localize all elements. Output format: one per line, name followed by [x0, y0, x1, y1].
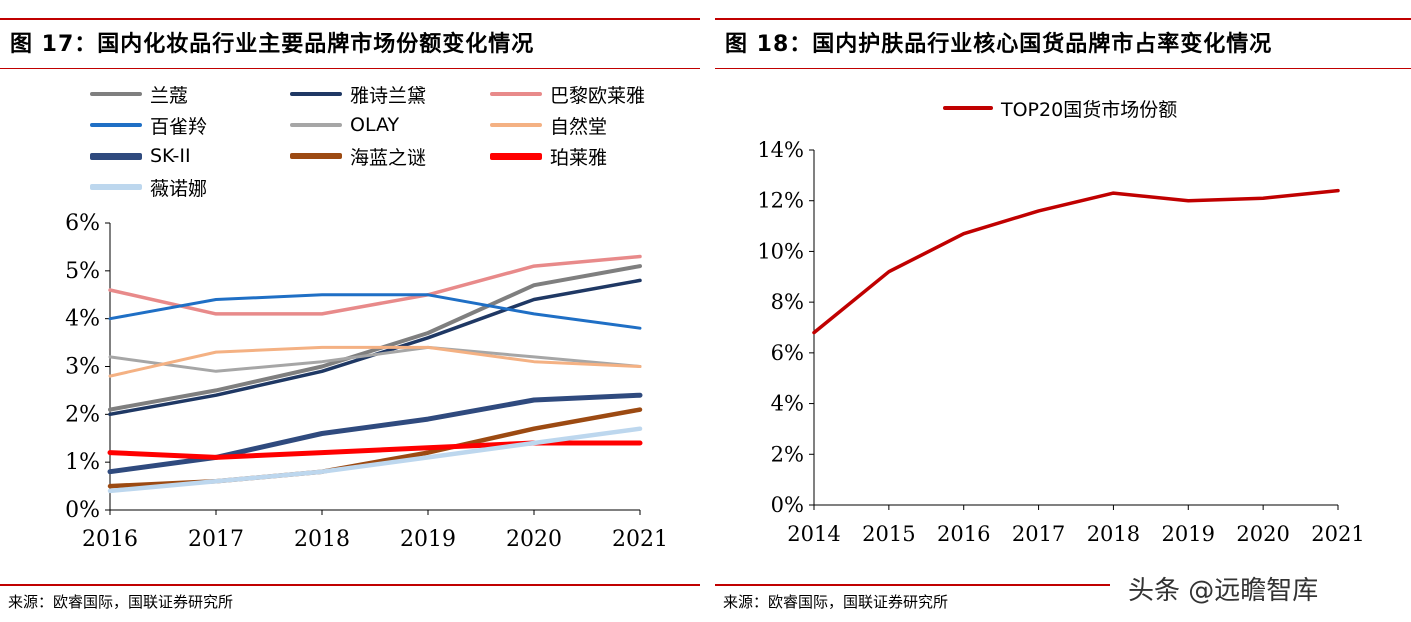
- y-tick-label: 5%: [65, 259, 100, 284]
- legend-item: 百雀羚: [90, 112, 207, 138]
- legend-label: 雅诗兰黛: [350, 84, 427, 107]
- x-tick-label: 2018: [1087, 522, 1140, 546]
- y-tick-label: 6%: [771, 341, 804, 365]
- legend-item: SK-II: [90, 143, 191, 169]
- legend-swatch: [90, 123, 142, 127]
- right-line-chart: 0% 2% 4% 6% 8% 10% 12% 14% 2014 2015 2016 2017 2018 2…: [757, 138, 1364, 546]
- y-tick-label: 8%: [771, 290, 804, 314]
- left-chart-panel: 图 17：国内化妆品行业主要品牌市场份额变化情况 兰蔻 雅诗兰黛 巴黎欧莱雅百雀羚 O…: [0, 0, 700, 622]
- right-bottom-rule: [715, 584, 1411, 586]
- legend-swatch: [943, 106, 993, 110]
- series-line-1: [108, 264, 642, 412]
- legend-label: SK-II: [150, 145, 191, 167]
- x-tick-label: 2014: [787, 522, 840, 546]
- legend-item: 巴黎欧莱雅: [490, 81, 645, 107]
- legend-label: 自然堂: [550, 115, 608, 138]
- series-line-4: [108, 293, 642, 330]
- legend-item: 薇诺娜: [90, 174, 207, 200]
- legend-swatch: [90, 152, 142, 160]
- legend-swatch: [90, 184, 142, 190]
- y-tick-label: 2%: [65, 402, 100, 427]
- series-line-10: [107, 426, 643, 494]
- right-source-note: 来源：欧睿国际，国联证券研究所: [723, 593, 949, 611]
- series-line-1: [812, 188, 1340, 335]
- y-tick-label: 10%: [757, 239, 804, 263]
- x-tick-label: 2020: [1236, 522, 1289, 546]
- legend-item: 珀莱雅: [490, 143, 607, 169]
- legend-item: 雅诗兰黛: [290, 81, 426, 107]
- y-tick-label: 1%: [65, 450, 100, 475]
- legend-swatch: [90, 92, 142, 96]
- x-tick-label: 2016: [937, 522, 990, 546]
- series-line-9: [107, 440, 643, 460]
- right-top-rule: [715, 18, 1411, 20]
- legend-label: 巴黎欧莱雅: [550, 84, 646, 107]
- legend-item: 自然堂: [490, 112, 607, 138]
- x-tick-label: 2019: [1162, 522, 1215, 546]
- y-tick-label: 4%: [65, 307, 100, 332]
- left-top-rule: [0, 18, 700, 20]
- left-chart-title: 图 17：国内化妆品行业主要品牌市场份额变化情况: [10, 32, 535, 57]
- left-source-note: 来源：欧睿国际，国联证券研究所: [8, 593, 234, 611]
- right-chart-panel: 图 18：国内护肤品行业核心国货品牌市占率变化情况 TOP20国货市场份额 0%…: [715, 0, 1411, 622]
- right-title-rule: [715, 68, 1411, 69]
- legend-swatch: [290, 123, 342, 127]
- legend-label: 珀莱雅: [550, 146, 608, 169]
- series-line-5: [108, 345, 642, 373]
- y-tick-label: 0%: [65, 498, 100, 523]
- legend-label: 薇诺娜: [150, 177, 208, 200]
- x-tick-label: 2016: [82, 527, 138, 552]
- left-line-chart: 0% 1% 2% 3% 4% 5% 6% 2016 2017 2018 2019 2020 2021: [65, 211, 668, 552]
- x-tick-label: 2019: [400, 527, 456, 552]
- x-tick-label: 2018: [294, 527, 350, 552]
- legend-label: OLAY: [350, 114, 400, 136]
- legend-swatch: [490, 123, 542, 127]
- series-line-7: [107, 392, 643, 475]
- left-title-rule: [0, 68, 700, 69]
- legend-item: TOP20国货市场份额: [943, 95, 1177, 121]
- legend-swatch: [290, 92, 342, 96]
- legend-item: 兰蔻: [90, 81, 188, 107]
- y-tick-label: 3%: [65, 355, 100, 380]
- legend-label: TOP20国货市场份额: [1001, 98, 1178, 121]
- legend-item: 海蓝之谜: [290, 143, 426, 169]
- legend-swatch: [290, 153, 342, 159]
- y-tick-label: 2%: [771, 442, 804, 466]
- legend-label: 海蓝之谜: [350, 146, 427, 169]
- y-tick-label: 0%: [771, 493, 804, 517]
- series-line-3: [108, 254, 642, 316]
- left-bottom-rule: [0, 584, 700, 586]
- series-line-6: [108, 345, 642, 378]
- watermark: 头条 @远瞻智库: [1128, 576, 1319, 606]
- watermark-background: [1110, 565, 1411, 609]
- legend-swatch: [490, 92, 542, 96]
- y-tick-label: 4%: [771, 392, 804, 416]
- legend-label: 百雀羚: [150, 115, 208, 138]
- x-tick-label: 2021: [612, 527, 668, 552]
- y-tick-label: 6%: [65, 211, 100, 236]
- legend-item: OLAY: [290, 112, 399, 138]
- legend-swatch: [490, 152, 542, 160]
- y-tick-label: 14%: [757, 138, 804, 162]
- x-tick-label: 2015: [862, 522, 915, 546]
- x-tick-label: 2021: [1311, 522, 1364, 546]
- x-tick-label: 2017: [1012, 522, 1065, 546]
- x-tick-label: 2020: [506, 527, 562, 552]
- right-chart-title: 图 18：国内护肤品行业核心国货品牌市占率变化情况: [725, 32, 1273, 57]
- x-tick-label: 2017: [188, 527, 244, 552]
- legend-label: 兰蔻: [150, 84, 189, 107]
- y-tick-label: 12%: [757, 189, 804, 213]
